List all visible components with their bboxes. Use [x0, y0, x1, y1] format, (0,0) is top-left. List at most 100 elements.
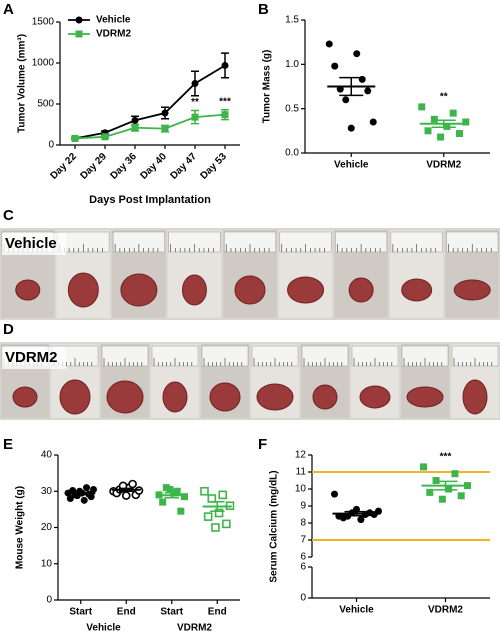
marker — [221, 61, 229, 69]
series-line — [74, 64, 226, 140]
x-tick-label: End — [117, 607, 136, 618]
tumor — [462, 379, 488, 415]
marker — [121, 491, 131, 500]
marker — [191, 113, 199, 121]
annotation: ** — [191, 97, 199, 108]
panel-letter: B — [258, 1, 269, 18]
tumor — [67, 272, 99, 308]
y-tick-label: 1000 — [32, 58, 55, 69]
y-axis-label: Tumor Mass (g) — [262, 50, 273, 124]
marker — [80, 496, 88, 504]
marker — [211, 523, 220, 532]
marker — [166, 485, 174, 493]
x-tick-label: Vehicle — [339, 605, 374, 616]
y-tick-label: 40 — [41, 450, 53, 461]
error-bar — [164, 491, 180, 499]
y-tick-label: 1.0 — [285, 59, 299, 70]
y-axis-label: Serum Calcium (mg/dL) — [269, 470, 280, 582]
error-bar — [344, 510, 369, 517]
marker — [357, 516, 365, 524]
marker — [451, 470, 459, 478]
error-bar — [339, 76, 364, 97]
tumor — [312, 384, 338, 410]
panel-letter: A — [3, 1, 14, 18]
y-tick-label: 10 — [41, 558, 53, 569]
marker — [101, 133, 109, 141]
label-background — [2, 233, 66, 255]
tumor — [256, 383, 294, 411]
x-tick-label: Start — [69, 607, 92, 618]
error-bar — [433, 480, 458, 491]
x-tick-label: VDRM2 — [426, 160, 461, 171]
marker — [177, 507, 185, 515]
marker — [420, 463, 427, 471]
marker — [131, 124, 139, 132]
series-line — [74, 113, 226, 140]
marker — [364, 87, 372, 95]
tumor — [162, 381, 188, 413]
y-tick-label: 0.5 — [285, 103, 299, 114]
annotation: ** — [440, 92, 448, 103]
panel-letter: F — [258, 436, 267, 453]
y-axis-label: Mouse Weight (g) — [15, 486, 26, 569]
tumor — [15, 279, 41, 301]
x-tick-label: Start — [160, 607, 183, 618]
marker — [75, 16, 83, 24]
y-tick-label: 7 — [300, 535, 306, 546]
marker — [75, 30, 83, 38]
marker — [462, 118, 470, 126]
y-tick-label: 10 — [295, 484, 307, 495]
marker — [128, 479, 137, 489]
tumor — [59, 379, 91, 415]
marker — [331, 490, 338, 498]
x-tick-label: Day 29 — [78, 151, 109, 182]
tumor — [359, 385, 391, 409]
marker — [353, 50, 361, 58]
marker — [191, 80, 199, 87]
tumor — [287, 276, 325, 304]
tumor — [453, 279, 491, 301]
y-tick-label: 1.5 — [285, 15, 299, 26]
marker — [200, 486, 209, 496]
marker — [445, 485, 453, 493]
error-bar — [118, 487, 134, 492]
marker — [342, 96, 350, 104]
y-tick-label: 500 — [37, 99, 54, 110]
marker — [457, 492, 465, 500]
marker — [325, 40, 333, 48]
panel-letter: E — [3, 436, 13, 453]
marker — [221, 111, 229, 119]
marker — [89, 485, 97, 493]
error-bar — [209, 501, 225, 512]
marker — [455, 129, 463, 137]
y-tick-label: 20 — [41, 522, 53, 533]
marker — [180, 493, 188, 501]
marker — [424, 127, 432, 135]
y-tick-label: 9 — [300, 501, 306, 512]
marker — [438, 495, 446, 503]
tumor — [12, 386, 38, 408]
annotation: *** — [219, 96, 231, 107]
marker — [449, 109, 457, 117]
marker — [347, 124, 355, 132]
x-tick-label: VDRM2 — [428, 605, 463, 616]
tumor — [406, 386, 444, 408]
y-tick-label: 6 — [300, 552, 306, 563]
marker — [430, 115, 438, 123]
marker — [207, 494, 217, 503]
tumor — [234, 275, 266, 305]
marker — [173, 487, 181, 495]
marker — [443, 122, 451, 130]
group-label: Vehicle — [86, 623, 121, 632]
panel-letter: D — [3, 321, 14, 338]
marker — [218, 490, 228, 500]
marker — [83, 484, 91, 492]
x-tick-label: Day 40 — [138, 151, 169, 182]
marker — [161, 109, 169, 117]
marker — [369, 118, 377, 126]
annotation: *** — [440, 452, 452, 463]
x-tick-label: Day 22 — [48, 151, 79, 182]
marker — [161, 125, 169, 133]
x-tick-label: Vehicle — [334, 160, 369, 171]
y-tick-label: 0.0 — [285, 148, 299, 159]
